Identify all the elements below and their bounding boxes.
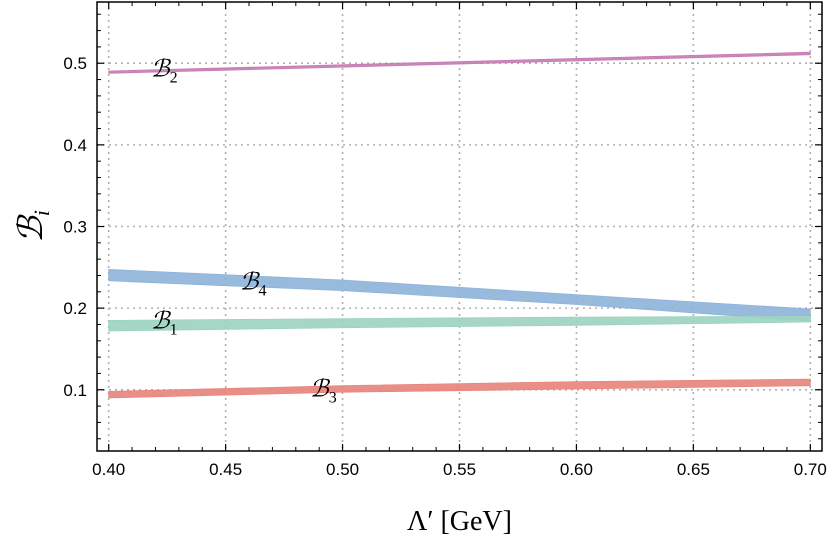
y-axis-label-sub: i — [29, 210, 54, 216]
x-tick-label: 0.50 — [326, 460, 359, 479]
ticks: 0.40 0.45 0.50 0.55 0.60 0.65 0.70 0.1 0.2 0.3 0.4… — [63, 2, 827, 479]
band-label-main: ℬ — [310, 376, 331, 402]
y-tick-label: 0.5 — [63, 54, 87, 73]
y-tick-label: 0.1 — [63, 381, 87, 400]
y-axis-label-main: ℬ — [13, 214, 50, 243]
band-1 — [108, 315, 811, 332]
x-tick-label: 0.60 — [560, 460, 593, 479]
y-axis-label: ℬi — [13, 210, 54, 243]
x-tick-label: 0.65 — [677, 460, 710, 479]
x-tick-label: 0.45 — [209, 460, 242, 479]
band-3 — [108, 378, 811, 399]
y-tick-label: 0.2 — [63, 299, 87, 318]
band-label-sub: 4 — [259, 282, 267, 299]
band-label-1: ℬ1 — [151, 309, 178, 339]
bands — [108, 51, 811, 399]
band-2 — [108, 51, 811, 74]
band-label-3: ℬ3 — [310, 376, 337, 406]
y-tick-label: 0.3 — [63, 218, 87, 237]
band-label-main: ℬ — [240, 269, 261, 295]
x-tick-label: 0.55 — [443, 460, 476, 479]
band-label-2: ℬ2 — [151, 56, 178, 86]
band-label-main: ℬ — [151, 309, 172, 335]
band-4 — [108, 268, 811, 322]
band-label-sub: 3 — [329, 389, 337, 406]
y-tick-label: 0.4 — [63, 136, 87, 155]
band-label-sub: 2 — [170, 69, 178, 86]
x-tick-label: 0.70 — [794, 460, 827, 479]
band-label-main: ℬ — [151, 56, 172, 82]
x-axis-label: Λ′ [GeV] — [407, 506, 512, 537]
band-label-sub: 1 — [170, 322, 178, 339]
x-tick-label: 0.40 — [92, 460, 125, 479]
band-label-4: ℬ4 — [240, 269, 267, 299]
